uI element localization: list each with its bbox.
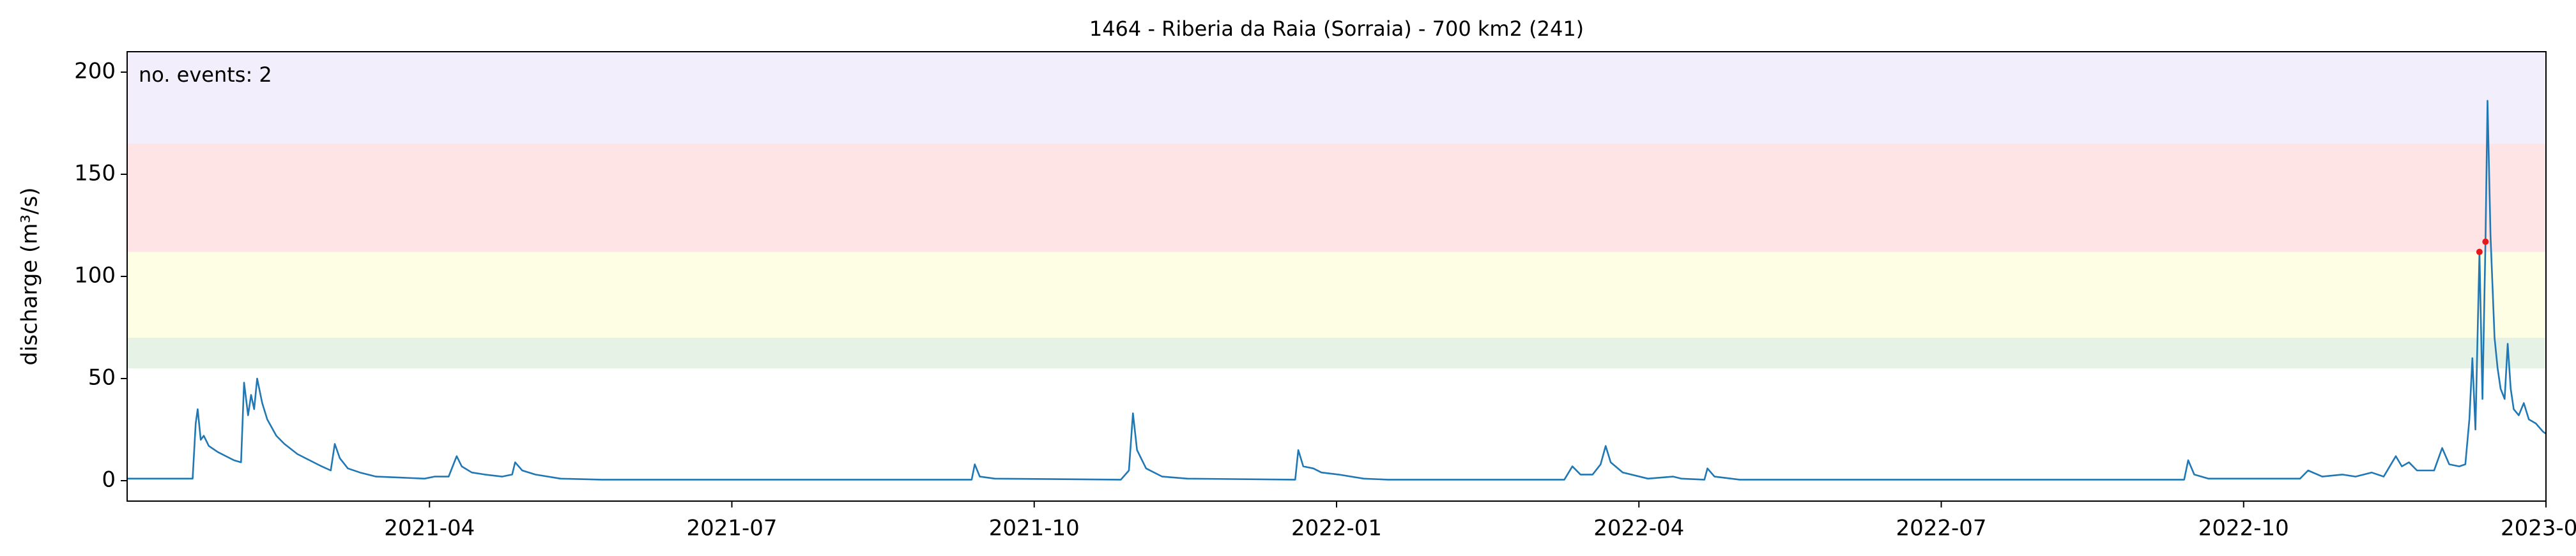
- threshold-band: [127, 338, 2546, 368]
- threshold-band: [127, 52, 2546, 144]
- y-tick-label: 0: [102, 467, 116, 493]
- threshold-band: [127, 252, 2546, 338]
- x-tick-label: 2021-04: [384, 516, 475, 541]
- x-tick-label: 2022-01: [1291, 516, 1382, 541]
- event-point: [2482, 238, 2489, 245]
- event-point: [2476, 248, 2483, 255]
- event-count: no. events: 2: [139, 63, 272, 87]
- x-tick-label: 2023-01: [2501, 516, 2576, 541]
- x-tick-label: 2022-04: [1593, 516, 1684, 541]
- y-tick-label: 50: [88, 365, 116, 391]
- x-tick-label: 2022-07: [1896, 516, 1986, 541]
- threshold-band: [127, 144, 2546, 252]
- x-tick-label: 2022-10: [2198, 516, 2289, 541]
- x-tick-label: 2021-07: [686, 516, 777, 541]
- x-tick-label: 2021-10: [989, 516, 1080, 541]
- y-axis-label: discharge (m³/s): [17, 188, 43, 366]
- discharge-line: [127, 100, 2547, 481]
- plot-frame: [126, 51, 2547, 502]
- chart-title: 1464 - Riberia da Raia (Sorraia) - 700 k…: [1089, 17, 1584, 41]
- y-tick-label: 150: [74, 161, 116, 186]
- y-tick-label: 100: [74, 263, 116, 289]
- y-tick-label: 200: [74, 59, 116, 84]
